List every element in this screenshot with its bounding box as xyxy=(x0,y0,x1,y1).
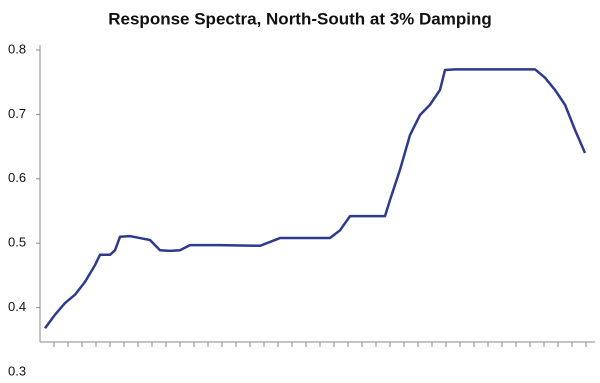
y-tick-label: 0.8 xyxy=(8,41,26,56)
y-tick-label: 0.3 xyxy=(8,363,26,378)
data-line xyxy=(43,68,587,329)
y-tick-label: 0.6 xyxy=(8,170,26,185)
chart-title: Response Spectra, North-South at 3% Damp… xyxy=(108,9,492,28)
y-tick-label: 0.7 xyxy=(8,106,26,121)
y-tick-label: 0.4 xyxy=(8,299,26,314)
y-tick-label: 0.5 xyxy=(8,235,26,250)
